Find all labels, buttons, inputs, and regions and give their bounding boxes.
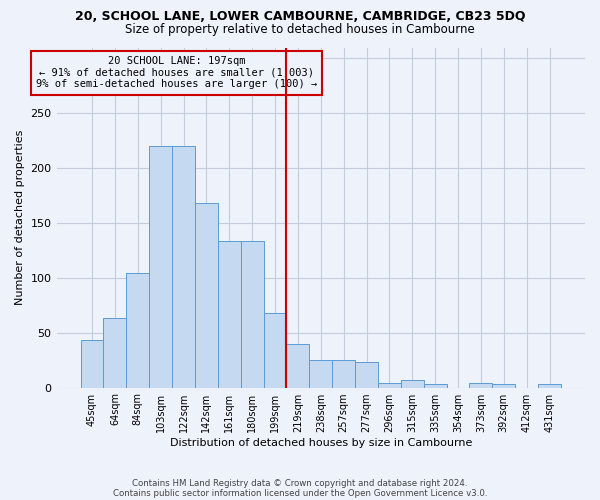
Text: Size of property relative to detached houses in Cambourne: Size of property relative to detached ho… [125, 22, 475, 36]
Y-axis label: Number of detached properties: Number of detached properties [15, 130, 25, 305]
Bar [286, 344, 310, 388]
Bar [493, 384, 515, 388]
Bar [103, 318, 127, 388]
Bar [195, 204, 218, 388]
Bar [80, 340, 103, 388]
Bar [378, 383, 401, 388]
Bar [127, 274, 149, 388]
Text: Contains HM Land Registry data © Crown copyright and database right 2024.: Contains HM Land Registry data © Crown c… [132, 478, 468, 488]
Bar [469, 383, 493, 388]
Bar [310, 360, 332, 388]
Bar [401, 380, 424, 388]
X-axis label: Distribution of detached houses by size in Cambourne: Distribution of detached houses by size … [170, 438, 472, 448]
Bar [263, 313, 286, 388]
Bar [538, 384, 561, 388]
Bar [218, 240, 241, 388]
Bar [424, 384, 446, 388]
Bar [241, 240, 263, 388]
Text: 20, SCHOOL LANE, LOWER CAMBOURNE, CAMBRIDGE, CB23 5DQ: 20, SCHOOL LANE, LOWER CAMBOURNE, CAMBRI… [75, 10, 525, 23]
Bar [149, 146, 172, 388]
Bar [355, 362, 378, 388]
Bar [172, 146, 195, 388]
Text: Contains public sector information licensed under the Open Government Licence v3: Contains public sector information licen… [113, 488, 487, 498]
Bar [332, 360, 355, 388]
Text: 20 SCHOOL LANE: 197sqm
← 91% of detached houses are smaller (1,003)
9% of semi-d: 20 SCHOOL LANE: 197sqm ← 91% of detached… [36, 56, 317, 90]
